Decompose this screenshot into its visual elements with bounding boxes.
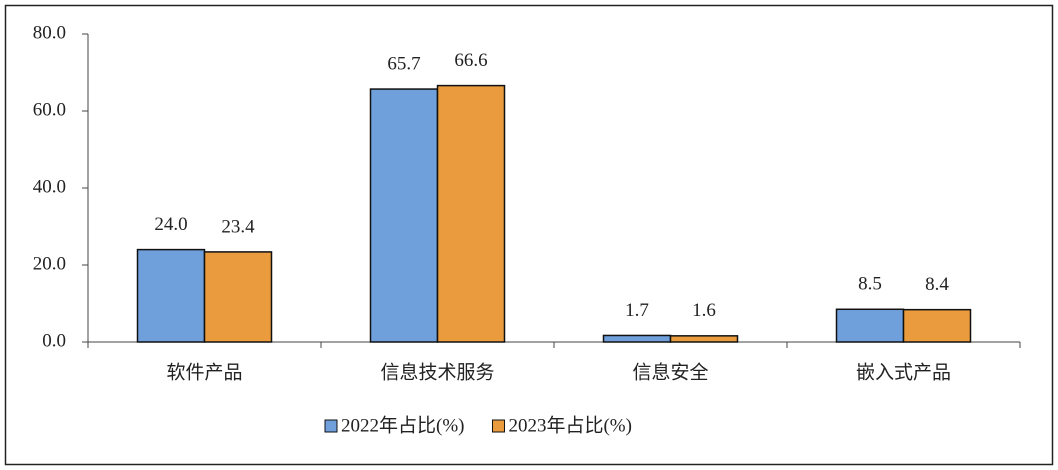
value-label: 1.7: [625, 300, 649, 321]
y-tick-label: 60.0: [33, 99, 66, 120]
bar: [436, 84, 506, 343]
bar: [203, 251, 273, 343]
x-tick-label: 嵌入式产品: [856, 361, 951, 383]
bar: [602, 334, 672, 343]
legend-label: 2023年占比(%): [508, 414, 631, 436]
value-label: 8.4: [925, 274, 949, 295]
legend-swatch: [491, 419, 505, 433]
y-tick-label: 0.0: [42, 330, 66, 351]
value-label: 1.6: [692, 300, 716, 321]
bar: [669, 335, 739, 343]
x-tick-label: 软件产品: [166, 361, 242, 383]
y-tick-label: 20.0: [33, 253, 66, 274]
y-tick-label: 80.0: [33, 22, 66, 43]
bar: [835, 308, 905, 343]
value-label: 65.7: [387, 53, 420, 74]
x-tick-label: 信息技术服务: [380, 361, 494, 383]
y-tick-label: 40.0: [33, 176, 66, 197]
frame: [4, 4, 1054, 466]
value-label: 8.5: [858, 274, 882, 295]
bar: [902, 308, 972, 343]
value-label: 24.0: [154, 214, 187, 235]
bar: [369, 88, 439, 343]
value-label: 66.6: [454, 50, 487, 71]
legend-swatch: [324, 419, 338, 433]
value-label: 23.4: [221, 216, 255, 237]
legend-label: 2022年占比(%): [341, 414, 464, 436]
bar: [136, 248, 206, 343]
x-tick-label: 信息安全: [632, 361, 708, 383]
